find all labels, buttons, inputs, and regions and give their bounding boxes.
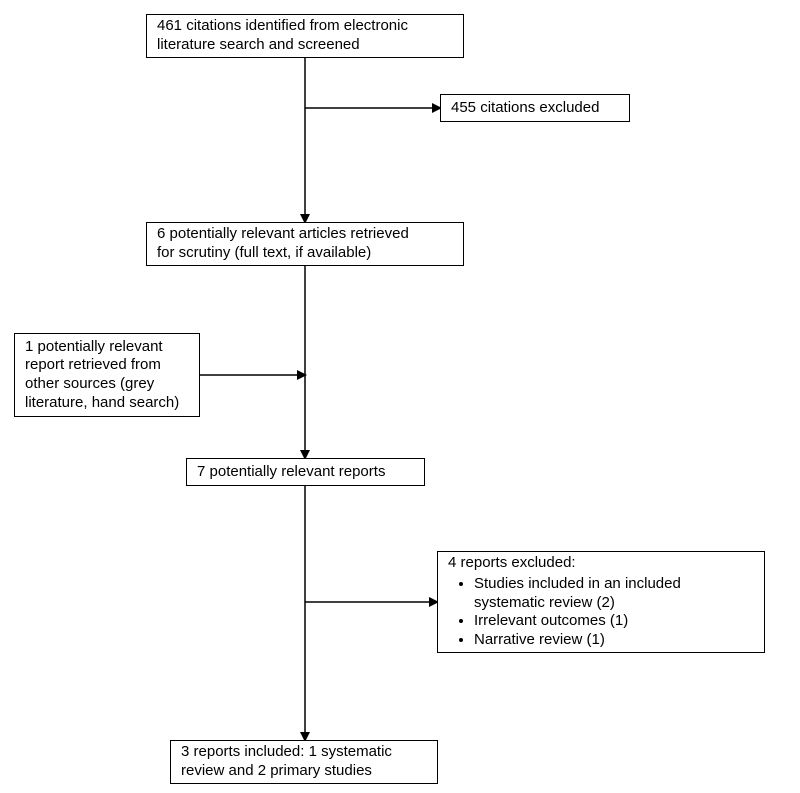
box-potentially-relevant-reports: 7 potentially relevant reports	[186, 458, 425, 486]
box-citations-excluded: 455 citations excluded	[440, 94, 630, 122]
excluded-bullets: Studies included in an included systemat…	[448, 575, 754, 650]
text-line: 7 potentially relevant reports	[197, 463, 414, 482]
bullet-item: Studies included in an included systemat…	[474, 575, 754, 613]
bullet-item: Narrative review (1)	[474, 631, 754, 650]
text-line: review and 2 primary studies	[181, 762, 427, 781]
box-other-sources: 1 potentially relevant report retrieved …	[14, 333, 200, 417]
bullet-item: Irrelevant outcomes (1)	[474, 612, 754, 631]
flowchart-canvas: 461 citations identified from electronic…	[0, 0, 800, 793]
box-reports-excluded: 4 reports excluded: Studies included in …	[437, 551, 765, 653]
text-line: 455 citations excluded	[451, 99, 619, 118]
box-reports-included: 3 reports included: 1 systematic review …	[170, 740, 438, 784]
text-line: 3 reports included: 1 systematic	[181, 743, 427, 762]
text-line: for scrutiny (full text, if available)	[157, 244, 453, 263]
text-line: 461 citations identified from electronic	[157, 17, 453, 36]
box-articles-retrieved: 6 potentially relevant articles retrieve…	[146, 222, 464, 266]
text-line: 6 potentially relevant articles retrieve…	[157, 225, 453, 244]
text-line: report retrieved from	[25, 356, 189, 375]
text-line: 4 reports excluded:	[448, 554, 754, 573]
text-line: literature search and screened	[157, 36, 453, 55]
text-line: literature, hand search)	[25, 394, 189, 413]
box-citations-identified: 461 citations identified from electronic…	[146, 14, 464, 58]
text-line: 1 potentially relevant	[25, 338, 189, 357]
text-line: other sources (grey	[25, 375, 189, 394]
